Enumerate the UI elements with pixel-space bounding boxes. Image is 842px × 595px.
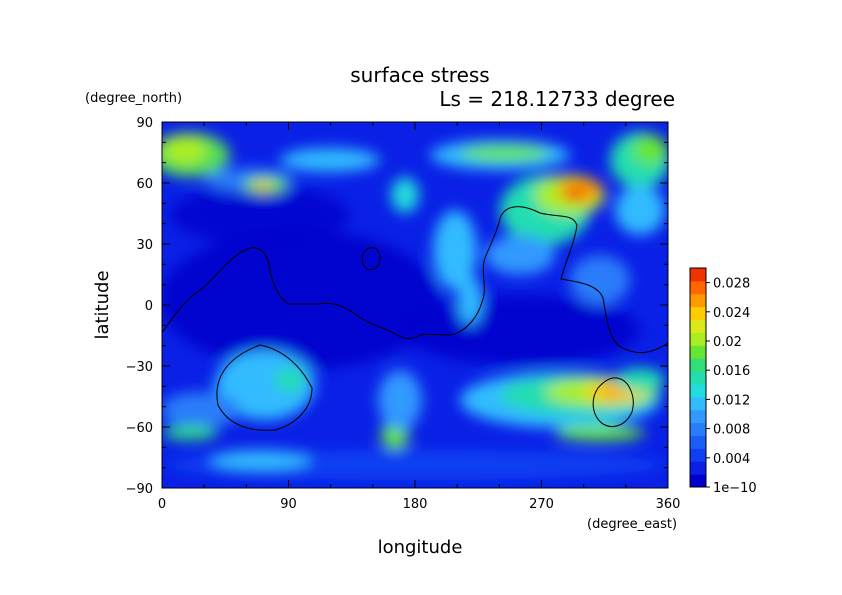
y-tick-label: 0 [145, 299, 153, 314]
colorbar-tick-label: 0.004 [713, 452, 750, 467]
colorbar-swatch [690, 448, 706, 462]
colorbar-swatch [690, 383, 706, 398]
y-axis-label: latitude [92, 270, 113, 339]
y-tick-label: 30 [136, 238, 153, 253]
colorbar-tick-label: 0.016 [713, 364, 750, 379]
y-tick-label: 90 [136, 116, 153, 131]
colorbar-swatch [690, 358, 706, 372]
colorbar-tick-label: 0.028 [713, 277, 750, 292]
y-tick-label: 60 [136, 177, 153, 192]
colorbar-swatch [690, 268, 706, 282]
colorbar-swatch [690, 371, 706, 385]
colorbar-swatch [690, 280, 706, 295]
y-tick-labels: 90 60 30 0 −30 −60 −90 [126, 116, 153, 497]
contour-lines [162, 206, 668, 431]
colorbar-swatch [690, 319, 706, 333]
colorbar: 1e−10 0.004 0.008 0.012 0.016 0.02 0.024 0.028 [689, 267, 757, 496]
x-tick-label: 90 [280, 497, 297, 512]
y-tick-label: −90 [126, 482, 153, 497]
y-units-label: (degree_north) [85, 91, 182, 106]
colorbar-tick-label: 1e−10 [713, 481, 757, 496]
colorbar-swatch [690, 422, 706, 436]
colorbar-tick-label: 0.008 [713, 423, 750, 438]
colorbar-tick-label: 0.012 [713, 393, 750, 408]
x-units-label: (degree_east) [587, 517, 677, 532]
x-tick-label: 180 [403, 497, 428, 512]
colorbar-swatch [690, 332, 706, 346]
x-tick-label: 360 [656, 497, 681, 512]
colorbar-swatch [690, 461, 706, 475]
x-axis-label: longitude [378, 537, 463, 558]
contour-line [216, 344, 313, 431]
heatmap-field [162, 122, 668, 488]
contour-line [162, 206, 668, 353]
colorbar-tick-label: 0.024 [713, 306, 750, 321]
colorbar-swatch [690, 409, 706, 424]
x-tick-labels: 0 90 180 270 360 [158, 497, 681, 512]
x-tick-label: 270 [529, 497, 554, 512]
colorbar-tick-label: 0.02 [713, 335, 742, 350]
colorbar-swatch [690, 293, 706, 308]
colorbar-swatch [690, 306, 706, 321]
y-tick-label: −30 [126, 360, 153, 375]
x-tick-label: 0 [158, 497, 166, 512]
y-tick-label: −60 [126, 421, 153, 436]
colorbar-swatch [690, 345, 706, 359]
axes [161, 121, 669, 489]
contour-line [592, 377, 634, 427]
colorbar-swatch [690, 474, 706, 488]
chart-subtitle: Ls = 218.12733 degree [439, 87, 675, 111]
colorbar-swatch [690, 396, 706, 411]
contour-line [361, 247, 381, 271]
chart-title: surface stress [350, 63, 489, 87]
colorbar-frame [689, 267, 707, 488]
colorbar-swatch [690, 435, 706, 449]
